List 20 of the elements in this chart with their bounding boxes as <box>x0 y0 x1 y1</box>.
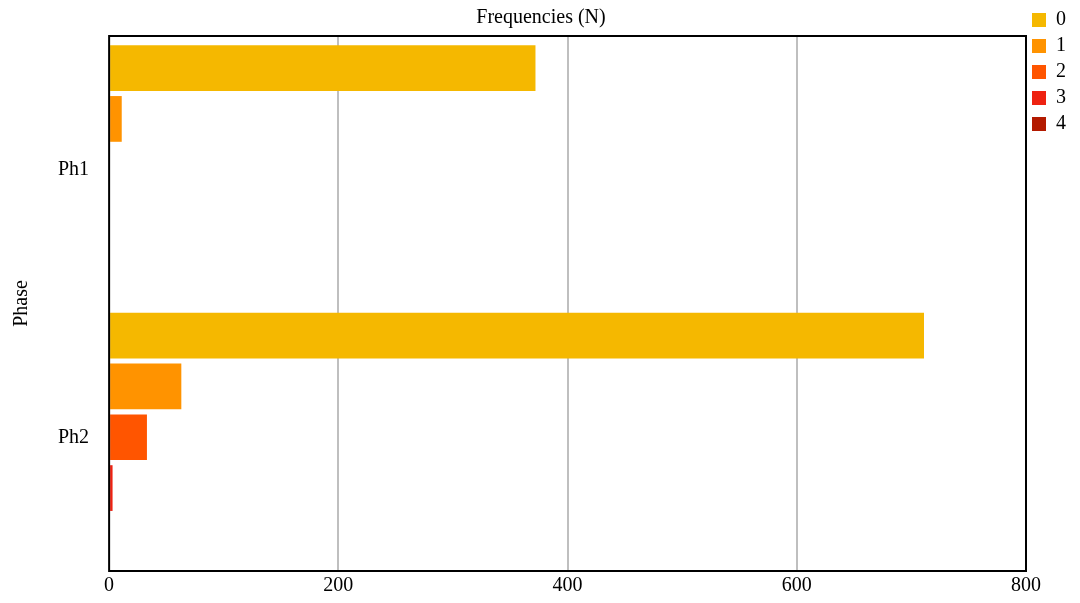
x-axis-title: Frequencies (N) <box>476 5 606 29</box>
bar <box>110 363 182 410</box>
bar <box>110 312 924 359</box>
legend-label: 4 <box>1056 111 1066 134</box>
bar <box>110 465 113 511</box>
x-tick-label: 800 <box>1011 573 1041 596</box>
legend-label: 2 <box>1056 59 1066 82</box>
y-tick-label: Ph1 <box>58 157 90 179</box>
legend-label: 1 <box>1056 33 1066 56</box>
legend-label: 3 <box>1056 85 1066 108</box>
bar <box>110 96 122 142</box>
x-tick-label: 400 <box>552 573 583 596</box>
bar <box>110 414 147 461</box>
x-tick-label: 200 <box>323 573 354 596</box>
y-tick-label: Ph2 <box>58 424 90 447</box>
bar <box>110 45 536 91</box>
x-tick-label: 600 <box>781 573 812 596</box>
legend-label: 0 <box>1056 7 1066 30</box>
y-axis-title: Phase <box>9 280 32 327</box>
x-tick-label: 0 <box>104 573 115 596</box>
